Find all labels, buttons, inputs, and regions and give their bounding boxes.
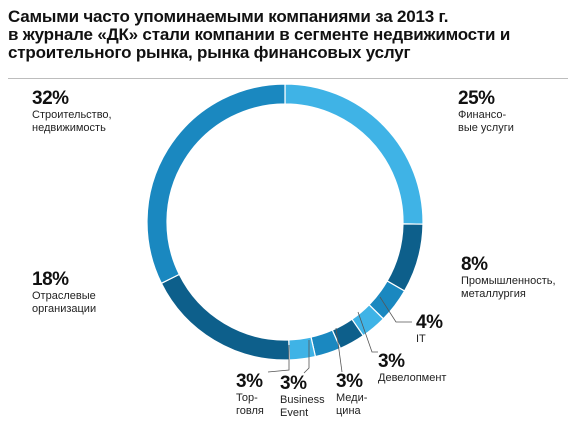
slice-finance	[284, 83, 424, 225]
label-finance-line-2: вые услуги	[458, 122, 514, 134]
slice-trade	[288, 336, 317, 361]
label-construction-line-2: недвижимость	[32, 122, 106, 134]
label-industry-orgs-line-1: Отраслевые	[32, 290, 96, 302]
label-medicine-value: 3%	[336, 371, 363, 392]
label-trade-value: 3%	[236, 371, 263, 392]
label-it-line-1: IT	[416, 333, 426, 345]
leader-development	[357, 311, 378, 353]
leader-business-event	[303, 340, 310, 374]
label-finance: 25% Финансо- вые услуги	[458, 89, 514, 135]
label-business-event-line-1: Business	[280, 394, 325, 406]
leader-trade	[267, 345, 290, 373]
leader-lines	[267, 296, 412, 374]
label-business-event: 3% Business Event	[280, 374, 325, 420]
label-business-event-line-2: Event	[280, 407, 309, 419]
label-construction-line-1: Строительство,	[32, 109, 112, 121]
title-line-3: строительного рынка, рынка финансовых ус…	[8, 43, 411, 62]
label-development-line-1: Девелопмент	[378, 372, 447, 384]
title-line-2: в журнале «ДК» стали компании в сегменте…	[8, 25, 511, 44]
leader-it	[379, 296, 412, 323]
label-medicine: 3% Меди- цина	[336, 372, 367, 418]
label-trade-line-1: Тор-	[236, 392, 258, 404]
label-industry-orgs-value: 18%	[32, 269, 69, 290]
label-development-value: 3%	[378, 351, 405, 372]
label-it: 4% IT	[416, 312, 443, 346]
label-construction: 32% Строительство, недвижимость	[32, 89, 112, 135]
label-medicine-line-2: цина	[336, 405, 361, 417]
title-divider	[8, 78, 568, 79]
label-construction-value: 32%	[32, 88, 69, 109]
title-line-1: Самыми часто упоминаемыми компаниями за …	[8, 7, 449, 26]
label-finance-line-1: Финансо-	[458, 109, 507, 121]
chart-title: Самыми часто упоминаемыми компаниями за …	[8, 8, 568, 62]
label-trade: 3% Тор- говля	[236, 372, 264, 418]
label-industry-orgs: 18% Отраслевые организации	[32, 270, 96, 316]
donut-slices	[146, 83, 424, 361]
label-industry-line-1: Промышленность,	[461, 275, 556, 287]
label-industry-orgs-line-2: организации	[32, 303, 97, 315]
label-industry-line-2: металлургия	[461, 288, 526, 300]
label-development: 3% Девелопмент	[378, 352, 446, 385]
label-medicine-line-1: Меди-	[336, 392, 368, 404]
slice-construction	[146, 83, 286, 285]
leader-medicine	[335, 327, 343, 373]
label-industry: 8% Промышленность, металлургия	[461, 255, 556, 301]
slice-industry	[386, 223, 424, 292]
label-it-value: 4%	[416, 312, 443, 333]
label-trade-line-2: говля	[236, 405, 264, 417]
label-industry-value: 8%	[461, 254, 488, 275]
slice-industry-orgs	[160, 273, 290, 361]
label-finance-value: 25%	[458, 88, 495, 109]
label-business-event-value: 3%	[280, 373, 307, 394]
